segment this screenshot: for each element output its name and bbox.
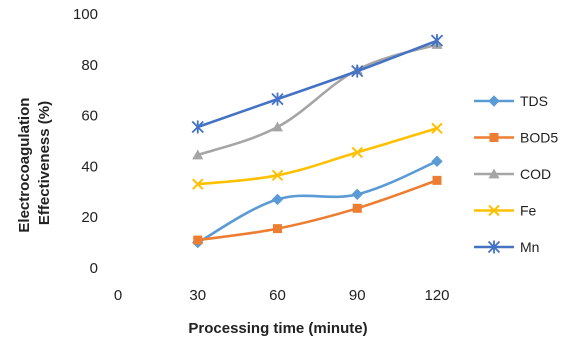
data-point-fe xyxy=(271,169,284,181)
data-point-tds xyxy=(351,188,363,201)
legend-label-mn: Mn xyxy=(520,239,539,255)
data-point-bod5 xyxy=(193,235,203,245)
legend-marker-tds xyxy=(488,95,500,107)
data-point-bod5 xyxy=(273,224,282,234)
legend: TDS BOD5 COD Fe Mn xyxy=(474,93,558,255)
x-tick-label: 120 xyxy=(424,287,449,304)
legend-marker-bod5 xyxy=(489,133,499,142)
y-tick-label: 40 xyxy=(81,158,98,175)
y-tick-label: 20 xyxy=(81,209,98,226)
y-tick-label: 0 xyxy=(90,260,98,277)
y-axis-title-line-2: Effectiveness (%) xyxy=(36,101,53,225)
data-point-mn xyxy=(351,64,364,78)
x-tick-label: 60 xyxy=(269,287,286,304)
series-line-fe xyxy=(196,127,439,186)
data-point-bod5 xyxy=(432,175,442,185)
data-point-mn xyxy=(191,120,204,134)
legend-label-tds: TDS xyxy=(520,93,548,109)
legend-label-bod5: BOD5 xyxy=(520,130,558,146)
plot-area: 0 20 40 60 80 100 0 30 60 90 120 xyxy=(73,6,450,304)
data-point-fe xyxy=(431,122,443,135)
x-tick-label: 90 xyxy=(349,287,366,304)
data-point-bod5 xyxy=(352,203,362,213)
data-point-cod xyxy=(192,149,204,160)
data-point-fe xyxy=(351,146,363,159)
series-line-mn xyxy=(196,39,439,129)
data-point-tds xyxy=(431,155,443,168)
data-point-mn xyxy=(430,34,444,48)
x-tick-label: 0 xyxy=(114,287,122,304)
legend-marker-mn xyxy=(487,240,501,254)
data-point-tds xyxy=(271,193,284,206)
legend-marker-cod xyxy=(488,168,500,179)
y-tick-label: 60 xyxy=(81,108,98,125)
y-tick-label: 100 xyxy=(73,6,98,23)
y-tick-label: 80 xyxy=(81,57,98,74)
data-point-cod xyxy=(272,121,283,132)
y-axis-title-line-1: Electrocoagulation xyxy=(16,98,33,233)
legend-label-cod: COD xyxy=(520,166,551,182)
x-axis-title: Processing time (minute) xyxy=(188,320,367,337)
series-line-bod5 xyxy=(196,179,439,242)
y-axis-title: Electrocoagulation Effectiveness (%) xyxy=(16,93,53,232)
x-tick-label: 30 xyxy=(189,287,206,304)
data-point-mn xyxy=(271,92,284,106)
series-line-tds xyxy=(196,160,439,244)
data-point-fe xyxy=(192,178,204,190)
axes: Processing time (minute) Electrocoagulat… xyxy=(16,93,368,337)
legend-label-fe: Fe xyxy=(520,203,537,219)
legend-marker-fe xyxy=(488,204,500,217)
